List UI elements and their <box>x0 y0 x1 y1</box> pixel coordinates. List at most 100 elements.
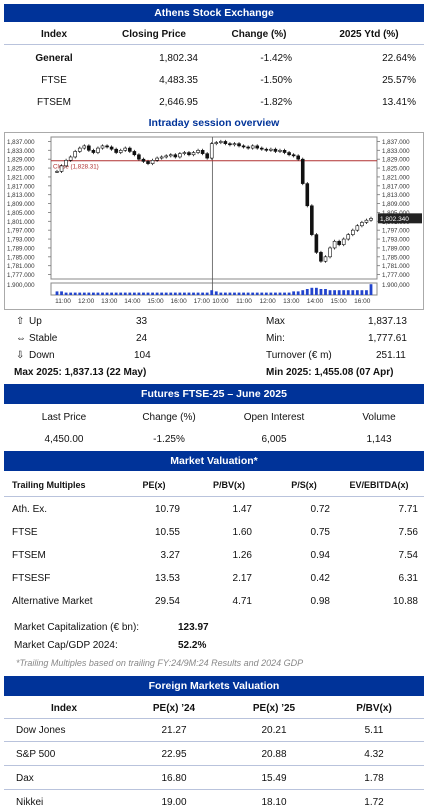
y-tick-label-right: 1,829.000 <box>382 157 410 164</box>
foreign-row-pe25: 15.49 <box>261 772 287 784</box>
price-candle <box>205 153 209 159</box>
y-tick-label-right: 1,825.000 <box>382 166 410 173</box>
y-tick-label-right: 1,797.000 <box>382 228 410 235</box>
divider <box>4 741 424 742</box>
price-candle <box>332 240 337 249</box>
val-row-pe: 13.53 <box>154 572 180 584</box>
volume-bar <box>365 290 368 295</box>
up-value: 33 <box>136 316 148 327</box>
volume-bar <box>201 292 205 295</box>
divider <box>4 718 424 719</box>
foreign-row-index: Nikkei <box>16 796 44 808</box>
volume-bar <box>337 290 341 295</box>
x-tick-label: 11:00 <box>236 298 252 305</box>
val-row-ps: 0.42 <box>310 572 330 584</box>
min-2025: Min 2025: 1,455.08 (07 Apr) <box>266 367 394 378</box>
last-price-box <box>378 213 422 224</box>
volume-bar <box>342 290 346 295</box>
volume-bar <box>269 292 273 295</box>
x-tick-label: 15:00 <box>330 298 347 305</box>
volume-bar <box>319 289 323 295</box>
volume-bar <box>192 292 195 295</box>
foreign-row-pe25: 20.88 <box>261 748 287 760</box>
price-candle <box>178 153 182 158</box>
gdp-value: 52.2% <box>178 640 207 651</box>
price-candle <box>241 145 246 148</box>
turnover-label: Turnover (€ m) <box>266 350 332 361</box>
futures-change: -1.25% <box>153 433 185 445</box>
y-tick-label-right: 1,809.000 <box>382 201 410 208</box>
foreign-row: Dow Jones 21.27 20.21 5.11 <box>4 723 424 737</box>
val-row-pe: 29.54 <box>154 595 180 607</box>
price-candle <box>105 145 109 148</box>
val-row-pbv: 1.60 <box>232 526 252 538</box>
futures-title: Futures FTSE-25 – June 2025 <box>4 384 424 404</box>
x-tick-label: 16:00 <box>354 298 371 305</box>
y-tick-label-left: 1,821.000 <box>7 174 35 181</box>
volume-bar <box>105 292 109 295</box>
volume-bar <box>146 292 150 295</box>
volume-bar <box>328 290 332 295</box>
y-tick-label-left: 1,805.000 <box>7 210 35 217</box>
volume-bar <box>274 292 277 295</box>
y-tick-label-right: 1,837.000 <box>382 139 410 146</box>
athens-header-row: Index Closing Price Change (%) 2025 Ytd … <box>4 26 424 42</box>
valuation-row: FTSEM 3.27 1.26 0.94 7.54 <box>4 548 424 562</box>
valuation-title: Market Valuation* <box>4 451 424 471</box>
price-candle <box>82 145 87 149</box>
volume-bar <box>278 292 282 295</box>
price-candle <box>68 156 73 161</box>
valuation-row: FTSE 10.55 1.60 0.75 7.56 <box>4 525 424 539</box>
plot-area <box>50 136 378 280</box>
volume-bar <box>351 290 355 295</box>
last-price-label: 1,802.340 <box>380 216 409 223</box>
y-tick-label-left: 1,785.000 <box>7 254 35 261</box>
volume-bar <box>255 292 259 295</box>
price-candle <box>310 205 314 235</box>
divider <box>4 765 424 766</box>
y-tick-label-left: 1,781.000 <box>7 263 35 270</box>
val-row-name: Ath. Ex. <box>12 503 48 515</box>
volume-bar <box>287 292 291 295</box>
volume-bar <box>214 291 218 295</box>
prev-close-label: Close (1,828.31) <box>53 164 99 171</box>
volume-bar <box>264 292 268 295</box>
volume-bar <box>73 292 77 295</box>
price-candle <box>259 147 264 150</box>
price-candle <box>164 155 169 158</box>
foreign-row-index: S&P 500 <box>16 748 56 760</box>
turnover-value: 251.11 <box>376 350 406 361</box>
divider <box>4 44 424 45</box>
futures-oi: 6,005 <box>261 433 287 445</box>
price-candle <box>73 151 78 158</box>
price-candle <box>87 145 91 151</box>
athens-row-index: General <box>35 52 73 64</box>
foreign-col-pbv: P/BV(x) <box>356 702 392 714</box>
athens-row-index: FTSE <box>41 74 67 86</box>
val-row-ev: 6.31 <box>398 572 418 584</box>
price-candle <box>232 143 237 146</box>
x-tick-label: 16:00 <box>170 298 187 305</box>
arrow-down-icon: ⇩ <box>16 350 25 361</box>
y-tick-label-left: 1,777.000 <box>7 272 35 279</box>
price-candle <box>300 158 305 184</box>
volume-bar <box>151 292 154 295</box>
price-candle <box>319 252 323 262</box>
volume-bar <box>169 292 173 295</box>
volume-bar <box>64 292 68 295</box>
volume-bar <box>128 292 132 295</box>
price-candle <box>123 147 128 151</box>
volume-bar <box>78 292 82 295</box>
volume-bar <box>60 291 63 295</box>
val-row-pbv: 2.17 <box>232 572 252 584</box>
x-tick-label: 15:00 <box>147 298 164 305</box>
athens-row-close: 4,483.35 <box>159 74 198 86</box>
price-candle <box>141 158 146 162</box>
foreign-row-index: Dow Jones <box>16 724 66 736</box>
y-tick-label-right: 1,781.000 <box>382 263 410 270</box>
val-row-name: FTSEM <box>12 549 46 561</box>
x-tick-label: 14:00 <box>307 298 324 305</box>
price-candle <box>291 154 296 157</box>
athens-title: Athens Stock Exchange <box>4 4 424 22</box>
volume-bar <box>305 289 309 295</box>
